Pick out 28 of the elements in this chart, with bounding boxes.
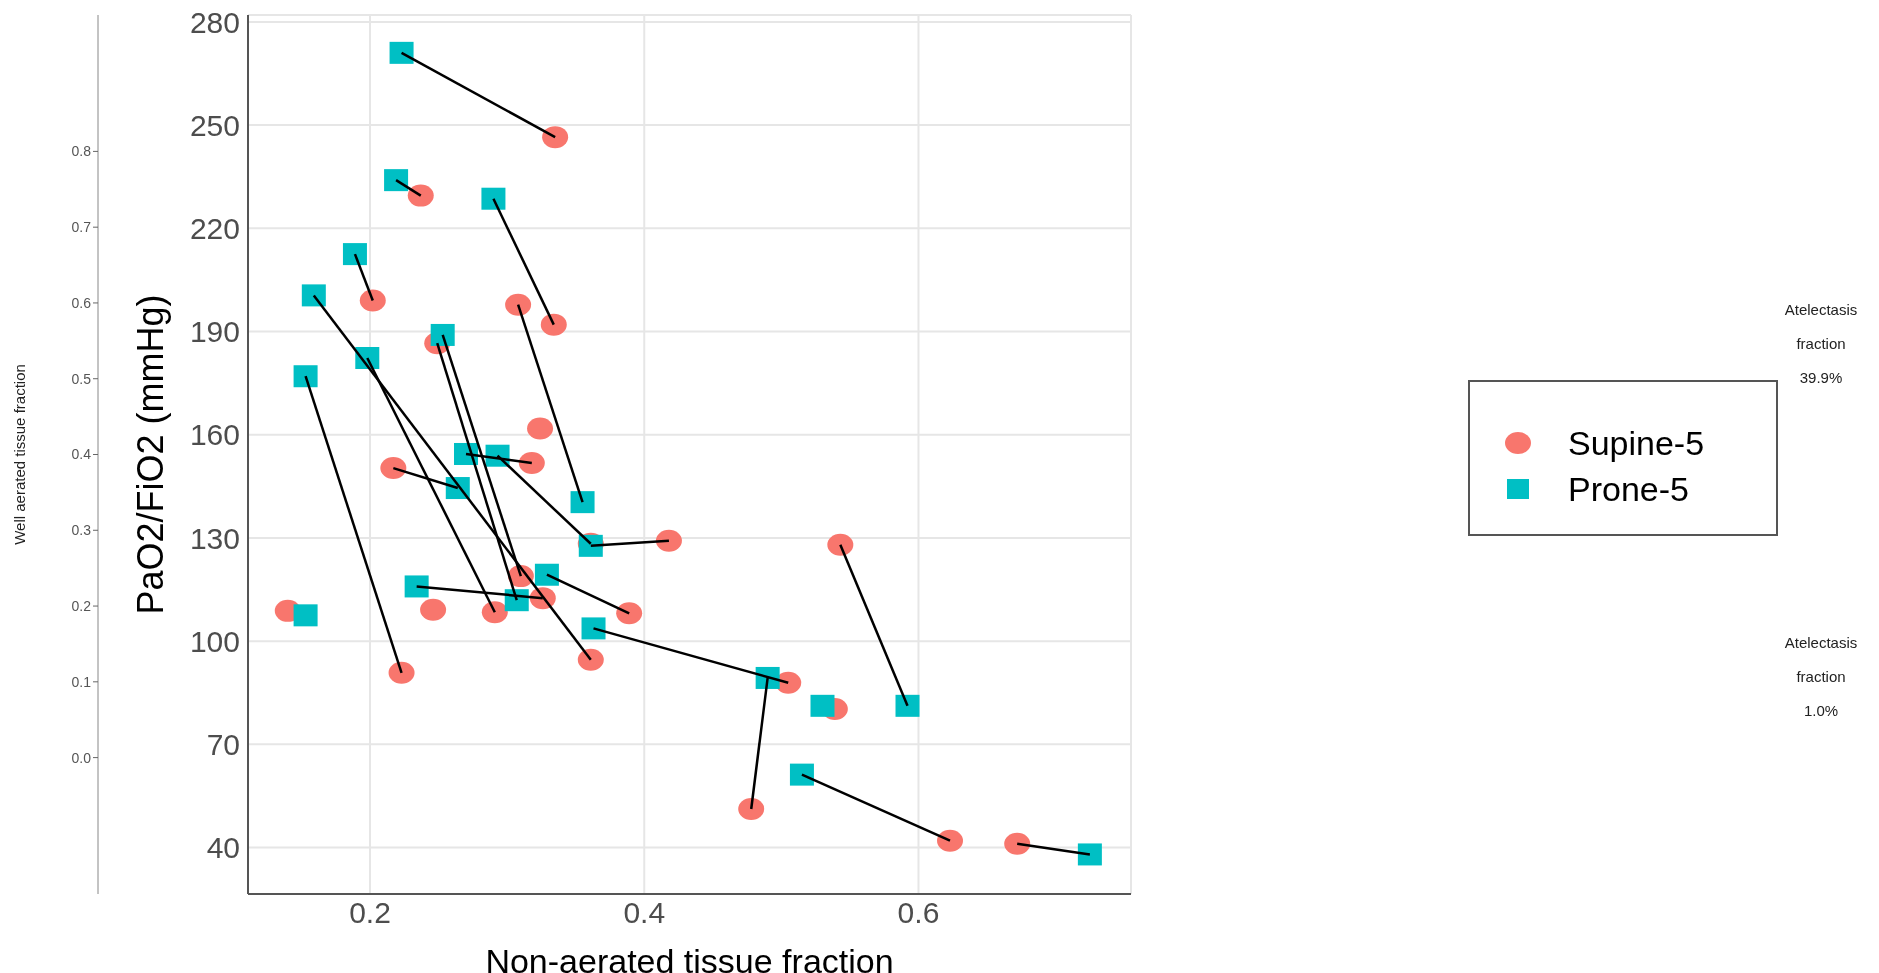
y-tick-label: 280 [189,5,240,39]
y2-tick-label: 0.2 [71,598,92,615]
legend-label: Prone-5 [1568,469,1689,509]
y-tick-label: 220 [189,211,240,245]
y-tick-label: 40 [206,831,240,865]
y-tick-label: 70 [206,728,240,761]
y2-tick-label: 0.3 [71,522,92,539]
y-tick-label: 250 [189,108,240,142]
x-tick-label: 0.6 [897,896,940,930]
y-tick-label: 160 [189,418,240,452]
y-tick-label: 190 [189,315,240,349]
legend-label: Supine-5 [1568,423,1705,463]
x-axis-title: Non-aerated tissue fraction [485,942,894,973]
y2-tick-label: 0.6 [71,294,92,311]
y-axis-title: PaO2/FiO2 (mmHg) [129,294,171,615]
y-tick-label: 130 [189,521,240,555]
text: Atelectasis fraction 39.9% [1783,300,1859,388]
y2-axis-title: Well aerated tissue fraction [11,364,29,545]
y2-tick-label: 0.4 [71,446,92,463]
x-tick-label: 0.4 [623,896,666,930]
x-tick-label: 0.2 [349,896,391,930]
y2-tick-label: 0.5 [71,370,92,387]
y-tick-label: 100 [189,624,240,658]
y2-tick-label: 0.7 [71,219,92,236]
y2-tick-label: 0.8 [71,143,92,160]
text: Atelectasis fraction 1.0% [1783,633,1859,721]
y2-tick-label: 0.1 [71,673,92,690]
y2-tick-label: 0.0 [71,749,92,766]
